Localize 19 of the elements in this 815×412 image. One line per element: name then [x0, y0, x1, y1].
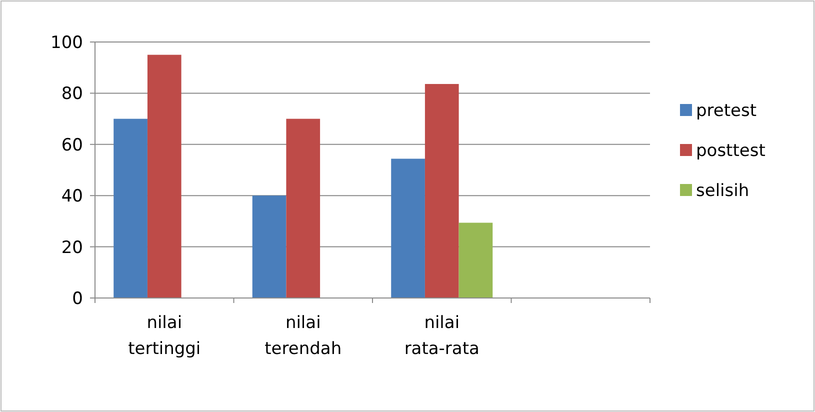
x-tick-label: nilai tertinggi: [128, 313, 201, 359]
y-tick-label: 100: [50, 32, 83, 53]
bar: [114, 118, 148, 298]
bar: [424, 84, 459, 298]
y-tick-label: 40: [61, 186, 83, 207]
bar: [286, 118, 320, 298]
x-tick-label: nilai terendah: [264, 313, 342, 359]
y-tick-label: 60: [61, 135, 83, 156]
y-tick-label: 20: [61, 238, 83, 258]
x-tick-label: nilai rata-rata: [404, 313, 480, 359]
bar: [147, 54, 182, 298]
bar: [391, 158, 425, 298]
bar: [252, 196, 286, 298]
y-tick-label: 0: [72, 288, 83, 309]
legend-label: pretest: [696, 100, 757, 121]
legend-label: posttest: [696, 140, 766, 161]
bar: [458, 222, 493, 298]
y-tick-label: 80: [61, 84, 83, 104]
legend-label: selisih: [696, 180, 750, 201]
